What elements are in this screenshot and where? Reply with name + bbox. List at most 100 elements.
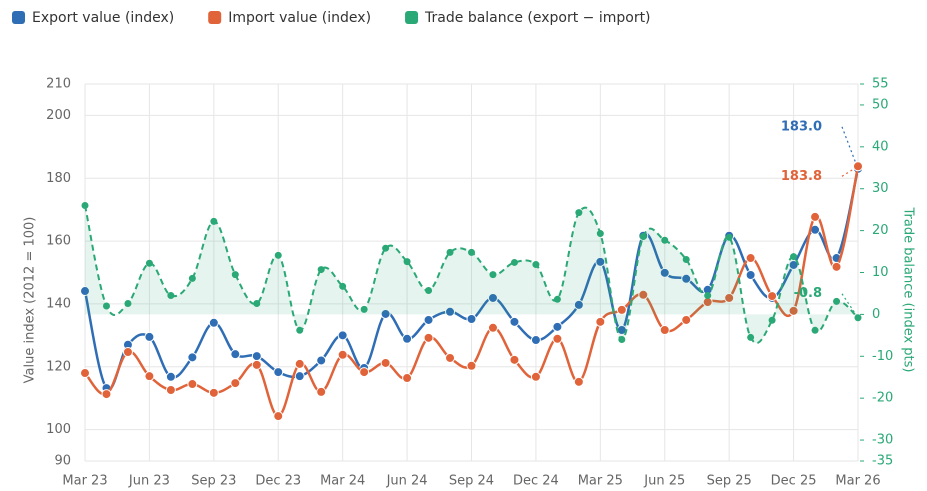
point <box>725 233 733 241</box>
x-tick-label: Sep 23 <box>191 474 236 489</box>
point <box>659 267 670 278</box>
point <box>402 373 413 384</box>
point <box>425 287 433 295</box>
point <box>532 261 540 269</box>
point <box>445 306 456 317</box>
point <box>339 282 347 290</box>
point <box>231 271 239 279</box>
x-tick-label: Sep 24 <box>449 474 494 489</box>
x-tick-label: Jun 25 <box>643 474 685 489</box>
data-label: 183.8 <box>781 169 822 184</box>
point <box>530 335 541 346</box>
point <box>273 367 284 378</box>
point <box>661 236 669 244</box>
point <box>445 352 456 363</box>
point <box>682 256 690 264</box>
point <box>487 322 498 333</box>
point <box>552 333 563 344</box>
point <box>274 251 282 259</box>
point <box>210 217 218 225</box>
point <box>273 411 284 422</box>
y-tick-label: 180 <box>46 171 71 186</box>
point <box>101 389 112 400</box>
point <box>296 326 304 334</box>
legend-swatch <box>405 11 419 24</box>
point <box>144 371 155 382</box>
x-tick-label: Mar 23 <box>62 474 107 489</box>
point <box>745 270 756 281</box>
point <box>466 313 477 324</box>
x-tick-label: Dec 25 <box>771 474 817 489</box>
y-tick-label: 140 <box>46 296 71 311</box>
legend-label: Trade balance (export − import) <box>424 10 650 26</box>
point <box>316 355 327 366</box>
data-label: -0.8 <box>794 286 822 301</box>
point <box>596 230 604 238</box>
x-tick-label: Sep 25 <box>707 474 752 489</box>
point <box>639 232 647 240</box>
y2-tick-label: 30 <box>872 181 889 196</box>
point <box>81 201 89 209</box>
point <box>337 349 348 360</box>
point <box>251 351 262 362</box>
point <box>124 299 132 307</box>
point <box>187 352 198 363</box>
y2-tick-label: -35 <box>872 454 893 469</box>
point <box>468 248 475 256</box>
y-tick-label: 160 <box>46 234 71 249</box>
point <box>337 330 348 341</box>
point <box>767 291 778 302</box>
point <box>423 332 434 343</box>
point <box>446 248 454 256</box>
y-tick-label: 90 <box>54 454 71 469</box>
point <box>80 368 90 379</box>
legend-label: Import value (index) <box>228 10 371 26</box>
point <box>165 371 176 382</box>
y2-tick-label: -20 <box>872 391 893 406</box>
point <box>360 305 368 313</box>
point <box>167 292 175 300</box>
point <box>573 299 584 310</box>
point <box>466 360 477 371</box>
point <box>530 371 541 382</box>
legend-swatch <box>12 11 25 24</box>
point <box>595 316 606 327</box>
x-tick-label: Mar 25 <box>578 474 623 489</box>
point <box>575 209 583 217</box>
point <box>403 258 411 266</box>
point <box>294 358 305 369</box>
point <box>380 357 391 368</box>
point <box>509 316 520 327</box>
legend-swatch <box>208 11 222 24</box>
point <box>102 302 110 310</box>
y2-tick-label: 40 <box>872 139 889 154</box>
point <box>230 349 241 360</box>
y2-tick-label: 55 <box>872 77 889 92</box>
point <box>616 304 627 315</box>
point <box>681 314 692 325</box>
point <box>510 258 518 266</box>
point <box>788 305 799 316</box>
data-label: 183.0 <box>781 119 822 134</box>
x-tick-label: Dec 23 <box>255 474 301 489</box>
y2-tick-label: -10 <box>872 349 893 364</box>
point <box>402 333 413 344</box>
point <box>165 384 176 395</box>
point <box>573 376 584 387</box>
point <box>359 367 370 378</box>
y2-tick-label: 20 <box>872 223 889 238</box>
point <box>294 371 305 382</box>
point <box>187 379 198 390</box>
leader-line <box>841 165 859 177</box>
point <box>833 297 841 305</box>
x-tick-label: Mar 26 <box>835 474 880 489</box>
area <box>85 205 858 344</box>
point <box>144 331 155 342</box>
point <box>768 316 776 324</box>
y-tick-label: 200 <box>46 108 71 123</box>
point <box>423 314 434 325</box>
y2-tick-label: -30 <box>872 433 893 448</box>
point <box>188 274 196 282</box>
point <box>724 292 735 303</box>
